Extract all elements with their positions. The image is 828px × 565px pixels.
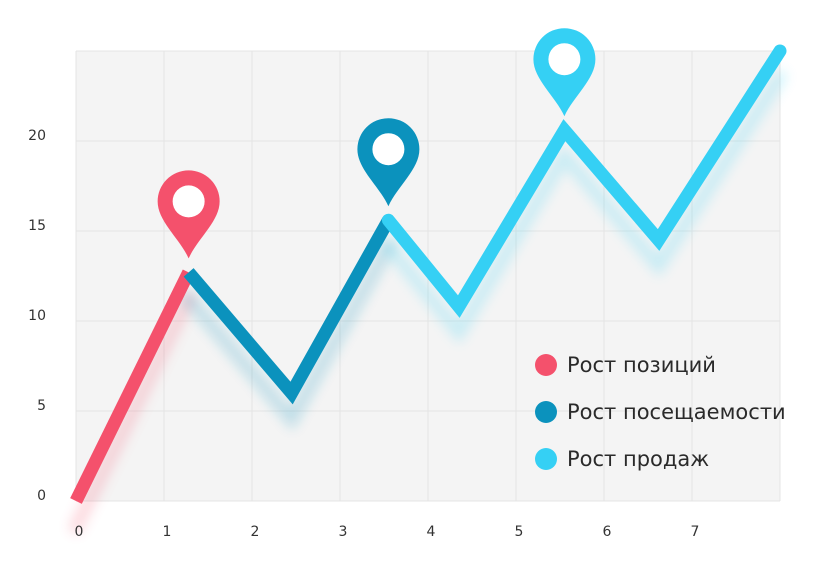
x-tick-label: 6 xyxy=(603,524,612,540)
y-tick-label: 20 xyxy=(28,128,46,144)
x-axis-ticks: 0 1 2 3 4 5 6 7 xyxy=(75,524,700,540)
x-tick-label: 1 xyxy=(163,524,172,540)
pin-hole xyxy=(172,185,205,218)
series-shadow xyxy=(381,70,787,344)
legend: Рост позиций Рост посещаемости Рост продаж xyxy=(535,353,786,471)
series-line-рост-продаж xyxy=(381,44,787,318)
legend-swatch xyxy=(535,448,557,470)
x-tick-label: 7 xyxy=(691,524,700,540)
legend-swatch xyxy=(535,354,557,376)
y-tick-label: 15 xyxy=(28,218,46,234)
x-tick-label: 2 xyxy=(251,524,260,540)
y-tick-label: 5 xyxy=(37,398,46,414)
series-line-рост-посещаемости xyxy=(183,217,395,405)
x-tick-label: 3 xyxy=(339,524,348,540)
legend-label: Рост посещаемости xyxy=(567,400,786,424)
series-line-рост-позиций xyxy=(70,269,195,504)
legend-label: Рост позиций xyxy=(567,353,716,377)
series-shadows xyxy=(69,70,787,534)
map-pin-icon xyxy=(533,28,596,117)
y-axis-ticks: 0 5 10 15 20 xyxy=(28,128,46,504)
legend-label: Рост продаж xyxy=(567,447,709,471)
map-pin-icon xyxy=(357,118,420,207)
x-tick-label: 0 xyxy=(75,524,84,540)
legend-item: Рост позиций xyxy=(535,353,716,377)
grid xyxy=(75,50,781,502)
x-tick-label: 5 xyxy=(515,524,524,540)
series-shadow xyxy=(182,239,395,431)
y-tick-label: 0 xyxy=(37,488,46,504)
legend-swatch xyxy=(535,401,557,423)
pin-hole xyxy=(548,43,581,76)
x-tick-label: 4 xyxy=(427,524,436,540)
series-shadow xyxy=(69,291,196,534)
markers xyxy=(157,28,596,259)
legend-item: Рост продаж xyxy=(535,447,709,471)
legend-item: Рост посещаемости xyxy=(535,400,786,424)
pin-hole xyxy=(372,133,405,166)
map-pin-icon xyxy=(157,170,220,259)
series-lines xyxy=(70,44,787,504)
y-tick-label: 10 xyxy=(28,308,46,324)
